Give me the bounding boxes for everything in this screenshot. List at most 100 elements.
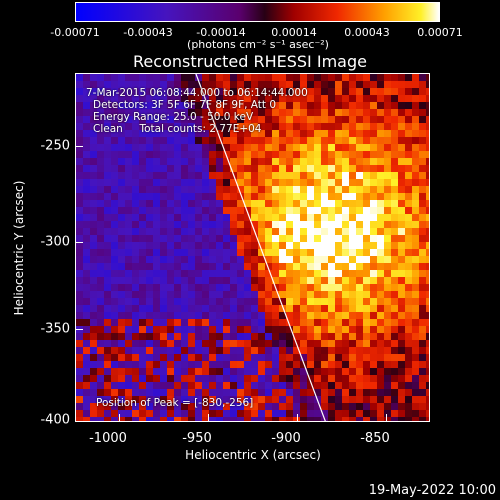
heatmap-pixel: [139, 361, 146, 368]
heatmap-pixel: [195, 319, 202, 326]
heatmap-pixel: [83, 130, 90, 137]
heatmap-pixel: [265, 228, 272, 235]
heatmap-pixel: [384, 228, 391, 235]
heatmap-pixel: [293, 256, 300, 263]
heatmap-pixel: [160, 95, 167, 102]
heatmap-pixel: [286, 165, 293, 172]
heatmap-pixel: [328, 235, 335, 242]
heatmap-pixel: [104, 298, 111, 305]
heatmap-pixel: [181, 382, 188, 389]
heatmap-pixel: [279, 417, 286, 421]
heatmap-pixel: [202, 389, 209, 396]
heatmap-pixel: [223, 235, 230, 242]
heatmap-pixel: [426, 221, 429, 228]
heatmap-pixel: [146, 326, 153, 333]
heatmap-pixel: [132, 291, 139, 298]
heatmap-pixel: [195, 249, 202, 256]
heatmap-pixel: [146, 298, 153, 305]
heatmap-pixel: [209, 144, 216, 151]
heatmap-pixel: [279, 242, 286, 249]
heatmap-pixel: [384, 410, 391, 417]
heatmap-pixel: [265, 291, 272, 298]
heatmap-pixel: [104, 361, 111, 368]
heatmap-pixel: [223, 207, 230, 214]
heatmap-pixel: [349, 417, 356, 421]
heatmap-pixel: [153, 361, 160, 368]
heatmap-pixel: [412, 81, 419, 88]
heatmap-pixel: [286, 270, 293, 277]
heatmap-pixel: [314, 165, 321, 172]
heatmap-pixel: [244, 319, 251, 326]
heatmap-pixel: [90, 263, 97, 270]
heatmap-pixel: [356, 102, 363, 109]
heatmap-pixel: [426, 102, 429, 109]
heatmap-pixel: [90, 403, 97, 410]
heatmap-pixel: [370, 186, 377, 193]
heatmap-pixel: [202, 382, 209, 389]
heatmap-pixel: [314, 298, 321, 305]
heatmap-pixel: [251, 312, 258, 319]
heatmap-pixel: [111, 305, 118, 312]
heatmap-pixel: [174, 326, 181, 333]
heatmap-pixel: [111, 347, 118, 354]
heatmap-pixel: [153, 130, 160, 137]
heatmap-pixel: [167, 375, 174, 382]
heatmap-pixel: [146, 130, 153, 137]
heatmap-pixel: [132, 235, 139, 242]
heatmap-pixel: [244, 88, 251, 95]
heatmap-pixel: [167, 109, 174, 116]
heatmap-pixel: [216, 347, 223, 354]
heatmap-pixel: [174, 207, 181, 214]
heatmap-pixel: [202, 277, 209, 284]
heatmap-pixel: [97, 249, 104, 256]
x-tick-label: -850: [360, 431, 390, 446]
rhessi-image: 7-Mar-2015 06:08:44.000 to 06:14:44.000 …: [75, 73, 430, 422]
heatmap-pixel: [237, 228, 244, 235]
heatmap-pixel: [153, 144, 160, 151]
heatmap-pixel: [223, 403, 230, 410]
heatmap-pixel: [419, 109, 426, 116]
heatmap-pixel: [132, 389, 139, 396]
heatmap-pixel: [83, 312, 90, 319]
heatmap-pixel: [349, 291, 356, 298]
heatmap-pixel: [377, 270, 384, 277]
heatmap-pixel: [412, 228, 419, 235]
heatmap-pixel: [377, 389, 384, 396]
heatmap-pixel: [97, 375, 104, 382]
heatmap-pixel: [132, 165, 139, 172]
heatmap-pixel: [335, 291, 342, 298]
heatmap-pixel: [279, 249, 286, 256]
heatmap-pixel: [370, 221, 377, 228]
heatmap-pixel: [181, 242, 188, 249]
heatmap-pixel: [300, 172, 307, 179]
heatmap-pixel: [251, 340, 258, 347]
heatmap-pixel: [104, 193, 111, 200]
heatmap-pixel: [76, 123, 83, 130]
heatmap-pixel: [251, 102, 258, 109]
heatmap-pixel: [125, 116, 132, 123]
heatmap-pixel: [321, 88, 328, 95]
heatmap-pixel: [160, 165, 167, 172]
heatmap-pixel: [293, 88, 300, 95]
heatmap-pixel: [146, 417, 153, 421]
heatmap-pixel: [426, 130, 429, 137]
heatmap-pixel: [405, 361, 412, 368]
heatmap-pixel: [342, 410, 349, 417]
heatmap-pixel: [391, 340, 398, 347]
heatmap-pixel: [132, 109, 139, 116]
heatmap-pixel: [244, 333, 251, 340]
heatmap-pixel: [167, 368, 174, 375]
heatmap-pixel: [188, 165, 195, 172]
heatmap-pixel: [391, 193, 398, 200]
heatmap-pixel: [307, 403, 314, 410]
heatmap-pixel: [251, 319, 258, 326]
heatmap-pixel: [181, 319, 188, 326]
heatmap-pixel: [363, 403, 370, 410]
heatmap-pixel: [363, 102, 370, 109]
heatmap-pixel: [279, 158, 286, 165]
heatmap-pixel: [258, 417, 265, 421]
heatmap-pixel: [314, 74, 321, 81]
heatmap-pixel: [279, 109, 286, 116]
heatmap-pixel: [118, 193, 125, 200]
heatmap-pixel: [97, 109, 104, 116]
